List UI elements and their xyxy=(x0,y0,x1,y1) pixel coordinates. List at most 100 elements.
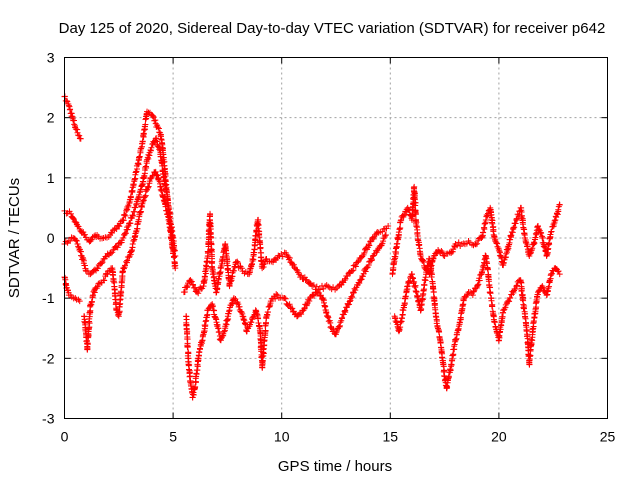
data-point xyxy=(233,300,240,307)
data-point xyxy=(204,312,211,319)
data-point xyxy=(402,293,409,300)
data-point xyxy=(85,237,92,244)
data-point xyxy=(104,271,111,278)
data-point xyxy=(75,223,82,230)
data-point xyxy=(230,267,237,274)
data-point xyxy=(267,300,274,307)
data-point xyxy=(306,298,313,305)
data-point xyxy=(186,366,193,373)
y-tick-label: 2 xyxy=(47,110,55,126)
data-point xyxy=(412,211,419,218)
y-tick-label: -3 xyxy=(42,411,55,427)
data-point xyxy=(349,294,356,301)
x-tick-label: 15 xyxy=(383,429,399,445)
data-point xyxy=(556,201,563,208)
data-point xyxy=(195,290,202,297)
data-point xyxy=(482,220,489,227)
data-point xyxy=(289,305,296,312)
data-point xyxy=(120,265,127,272)
data-point xyxy=(323,310,330,317)
data-point xyxy=(171,253,178,260)
plot-frame xyxy=(64,57,608,419)
data-point xyxy=(380,238,387,245)
data-point xyxy=(555,206,562,213)
data-point xyxy=(478,269,485,276)
data-point xyxy=(507,236,514,243)
data-point xyxy=(162,203,169,210)
data-point xyxy=(68,234,75,241)
data-point xyxy=(199,285,206,292)
data-point xyxy=(432,310,439,317)
data-point xyxy=(241,320,248,327)
data-point xyxy=(499,309,506,316)
data-point xyxy=(161,174,168,181)
data-point xyxy=(382,232,389,239)
data-point xyxy=(487,290,494,297)
chart-title: Day 125 of 2020, Sidereal Day-to-day VTE… xyxy=(59,20,606,37)
data-point xyxy=(321,299,328,306)
data-point xyxy=(497,252,504,259)
data-point xyxy=(119,268,126,275)
data-point xyxy=(344,273,351,280)
data-point xyxy=(188,278,195,285)
data-point xyxy=(303,301,310,308)
data-point xyxy=(142,193,149,200)
data-point xyxy=(430,288,437,295)
data-point xyxy=(307,281,314,288)
data-point xyxy=(325,314,332,321)
data-point xyxy=(530,239,537,246)
data-point xyxy=(136,189,143,196)
data-point xyxy=(227,278,234,285)
x-axis-tick-labels: 0 5 10 15 20 25 xyxy=(61,429,616,445)
data-point xyxy=(103,270,110,277)
data-point xyxy=(356,280,363,287)
data-point xyxy=(193,287,200,294)
data-point xyxy=(232,295,239,302)
data-point xyxy=(139,200,146,207)
data-point xyxy=(202,262,209,269)
data-point xyxy=(75,132,82,139)
data-point xyxy=(224,316,231,323)
data-point xyxy=(109,230,116,237)
x-tick-label: 0 xyxy=(61,429,69,445)
data-point xyxy=(534,291,541,298)
data-point xyxy=(375,245,382,252)
data-point xyxy=(555,268,562,275)
data-point xyxy=(208,247,215,254)
data-point xyxy=(346,298,353,305)
data-point xyxy=(447,366,454,373)
data-points xyxy=(61,93,563,401)
data-point xyxy=(238,265,245,272)
data-point xyxy=(241,317,248,324)
data-point xyxy=(87,302,94,309)
data-point xyxy=(414,294,421,301)
data-point xyxy=(147,147,154,154)
data-point xyxy=(366,258,373,265)
y-axis-tick-labels: -3 -2 -1 0 1 2 3 xyxy=(42,50,55,427)
data-point xyxy=(463,240,470,247)
data-point xyxy=(482,219,489,226)
data-point xyxy=(235,259,242,266)
data-point xyxy=(474,240,481,247)
data-point xyxy=(108,265,115,272)
data-point xyxy=(149,113,156,120)
data-point xyxy=(538,230,545,237)
data-point xyxy=(399,311,406,318)
data-point xyxy=(313,283,320,290)
x-tick-label: 10 xyxy=(274,429,290,445)
y-tick-label: 1 xyxy=(47,170,55,186)
x-tick-label: 25 xyxy=(600,429,616,445)
data-point xyxy=(500,259,507,266)
data-point xyxy=(264,309,271,316)
data-point xyxy=(90,288,97,295)
data-point xyxy=(459,302,466,309)
data-point xyxy=(264,311,271,318)
data-point xyxy=(336,322,343,329)
data-point xyxy=(548,228,555,235)
data-point xyxy=(352,263,359,270)
data-point xyxy=(456,319,463,326)
data-point xyxy=(294,313,301,320)
data-point xyxy=(169,245,176,252)
data-point xyxy=(311,292,318,299)
data-point xyxy=(209,302,216,309)
